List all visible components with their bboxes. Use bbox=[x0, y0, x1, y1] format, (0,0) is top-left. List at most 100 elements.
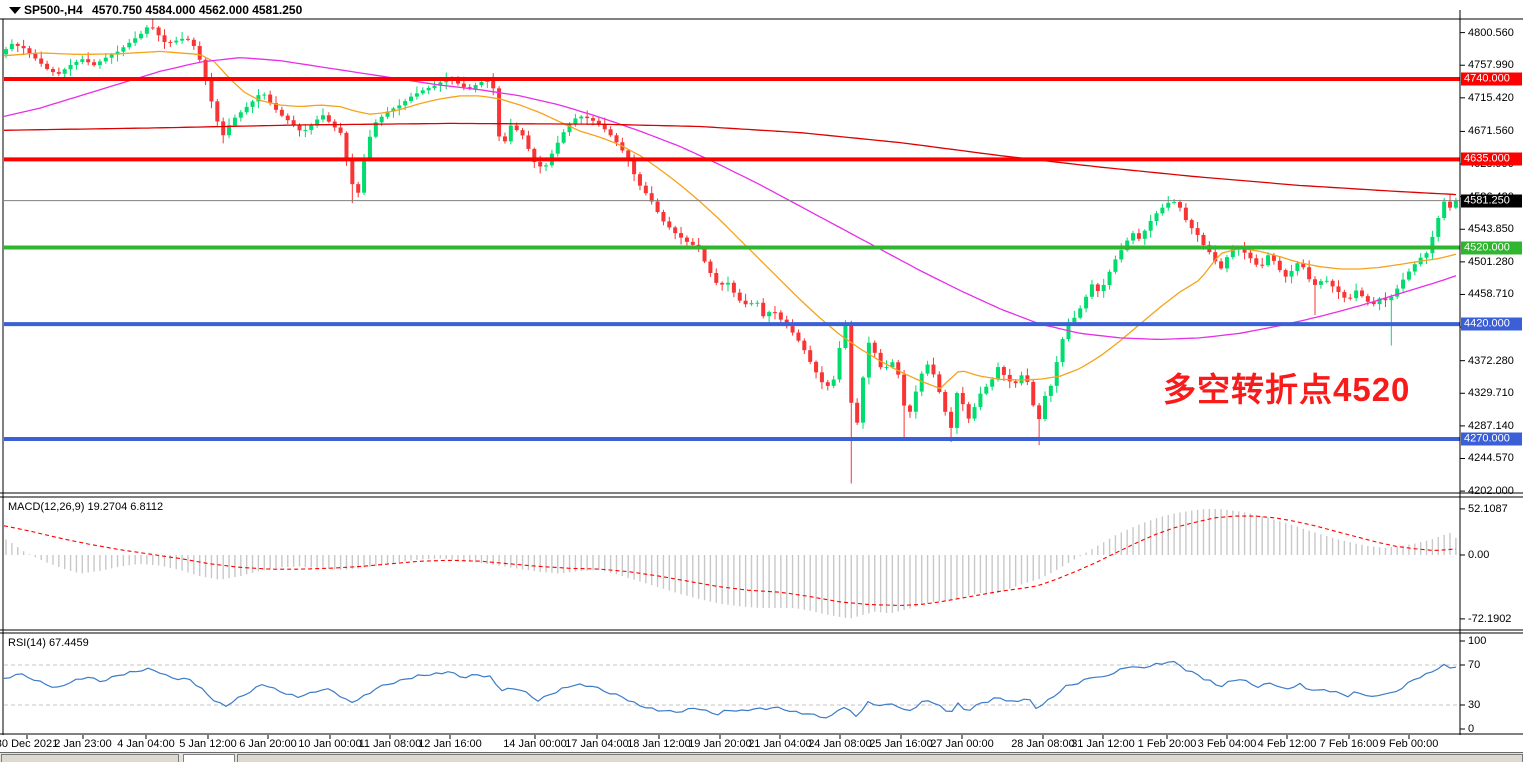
candle-body bbox=[849, 323, 854, 403]
macd-axis-label: 52.1087 bbox=[1468, 502, 1508, 515]
candle-body bbox=[1042, 395, 1047, 420]
candle-body bbox=[1365, 296, 1370, 302]
rsi-axis-label: 30 bbox=[1468, 699, 1481, 711]
scrollbar-thumb[interactable] bbox=[183, 754, 235, 762]
candle-body bbox=[97, 61, 102, 66]
candle-body bbox=[1048, 385, 1053, 396]
candle-body bbox=[755, 302, 760, 304]
candle-body bbox=[1172, 202, 1177, 204]
candle-body bbox=[1371, 301, 1376, 305]
scrollbar-track-left[interactable] bbox=[1, 754, 179, 762]
candle-body bbox=[1054, 362, 1059, 386]
candle-body bbox=[56, 72, 61, 74]
candle-body bbox=[232, 117, 237, 126]
candle-body bbox=[954, 393, 959, 428]
candle-body bbox=[502, 136, 507, 142]
candle-body bbox=[1136, 233, 1141, 239]
candle-body bbox=[279, 109, 284, 116]
macd-signal-line bbox=[3, 515, 1457, 606]
candle-body bbox=[608, 129, 613, 136]
candle-body bbox=[356, 184, 361, 193]
time-tick-label: 5 Jan 12:00 bbox=[179, 738, 237, 750]
candle-body bbox=[843, 323, 848, 349]
candle-body bbox=[1095, 284, 1100, 291]
candle-body bbox=[309, 125, 314, 131]
candle-body bbox=[1025, 375, 1030, 382]
macd-indicator-label: MACD(12,26,9) 19.2704 6.8112 bbox=[8, 501, 164, 513]
candle-body bbox=[778, 312, 783, 320]
candle-body bbox=[238, 112, 243, 118]
candle-body bbox=[350, 159, 355, 185]
candle-body bbox=[1142, 230, 1147, 239]
candle-body bbox=[168, 42, 173, 44]
price-tick-label: 4543.850 bbox=[1468, 223, 1514, 236]
candle-body bbox=[414, 93, 419, 97]
candle-body bbox=[385, 111, 390, 117]
candle-body bbox=[1412, 264, 1417, 272]
price-tick-label: 4287.140 bbox=[1468, 419, 1514, 432]
candle-body bbox=[667, 221, 672, 228]
candle-body bbox=[1448, 201, 1453, 208]
time-tick-label: 27 Jan 00:00 bbox=[930, 738, 994, 750]
candle-body bbox=[690, 241, 695, 245]
time-tick-label: 4 Jan 04:00 bbox=[117, 738, 175, 750]
rsi-indicator-label: RSI(14) 67.4459 bbox=[8, 637, 89, 649]
candle-body bbox=[544, 165, 549, 167]
candle-body bbox=[890, 362, 895, 368]
rsi-axis-label: 100 bbox=[1468, 635, 1487, 647]
candle-body bbox=[978, 393, 983, 408]
candle-body bbox=[567, 124, 572, 133]
candle-body bbox=[80, 59, 85, 62]
medium-ma bbox=[3, 57, 1457, 341]
candle-body bbox=[1324, 280, 1329, 282]
level-price-badge: 4740.000 bbox=[1461, 72, 1522, 86]
scrollbar-track-right[interactable] bbox=[237, 754, 1523, 762]
candle-body bbox=[297, 124, 302, 131]
candle-body bbox=[972, 407, 977, 419]
candle-body bbox=[1001, 367, 1006, 375]
candle-body bbox=[720, 282, 725, 285]
candle-body bbox=[1330, 280, 1335, 287]
chinese-annotation-text: 多空转折点4520 bbox=[1163, 371, 1411, 408]
candle-body bbox=[215, 101, 220, 122]
candle-body bbox=[1295, 263, 1300, 271]
time-tick-label: 18 Jan 12:00 bbox=[627, 738, 691, 750]
candle-body bbox=[156, 27, 161, 36]
candle-body bbox=[1019, 375, 1024, 384]
candle-body bbox=[1248, 252, 1253, 259]
candle-body bbox=[943, 392, 948, 412]
candle-body bbox=[250, 101, 255, 107]
candle-body bbox=[708, 261, 713, 274]
candle-body bbox=[367, 136, 372, 158]
candle-body bbox=[1401, 279, 1406, 289]
time-tick-label: 6 Jan 20:00 bbox=[239, 738, 297, 750]
candle-body bbox=[925, 364, 930, 374]
candle-body bbox=[643, 185, 648, 194]
rsi-axis-label: 0 bbox=[1468, 723, 1475, 735]
candle-body bbox=[1242, 248, 1247, 253]
symbol-period-label: SP500-,H4 bbox=[24, 3, 83, 17]
candle-body bbox=[1031, 381, 1036, 406]
horizontal-scrollbar[interactable] bbox=[0, 752, 1523, 762]
candle-body bbox=[227, 125, 232, 136]
candle-body bbox=[1307, 267, 1312, 280]
price-tick-label: 4458.710 bbox=[1468, 288, 1514, 301]
candle-body bbox=[532, 148, 537, 162]
candle-body bbox=[315, 119, 320, 126]
candle-body bbox=[426, 87, 431, 91]
candle-body bbox=[1406, 271, 1411, 280]
price-tick-label: 4244.570 bbox=[1468, 452, 1514, 465]
candle-body bbox=[1277, 260, 1282, 271]
symbol-dropdown-icon[interactable] bbox=[9, 7, 21, 14]
candle-body bbox=[1160, 207, 1165, 214]
candle-body bbox=[591, 118, 595, 121]
slow-ma bbox=[3, 122, 1457, 196]
candle-body bbox=[39, 58, 44, 64]
candle-body bbox=[1442, 201, 1447, 218]
candle-body bbox=[743, 300, 748, 305]
candle-body bbox=[767, 312, 772, 317]
candle-body bbox=[326, 115, 331, 122]
candle-body bbox=[984, 386, 989, 394]
candle-body bbox=[1183, 207, 1188, 221]
